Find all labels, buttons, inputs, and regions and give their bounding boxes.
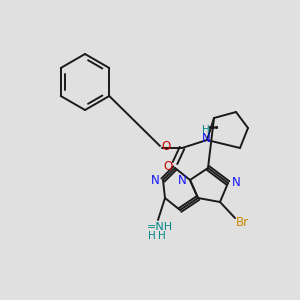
Text: Br: Br [236, 217, 249, 230]
Text: H: H [158, 231, 166, 241]
Text: N: N [178, 175, 186, 188]
Text: N: N [202, 133, 210, 146]
Text: N: N [232, 176, 240, 190]
Text: =NH: =NH [147, 222, 173, 232]
Text: O: O [164, 160, 172, 173]
Text: O: O [161, 140, 171, 154]
Text: N: N [151, 175, 159, 188]
Text: H: H [148, 231, 156, 241]
Text: H: H [202, 125, 210, 135]
